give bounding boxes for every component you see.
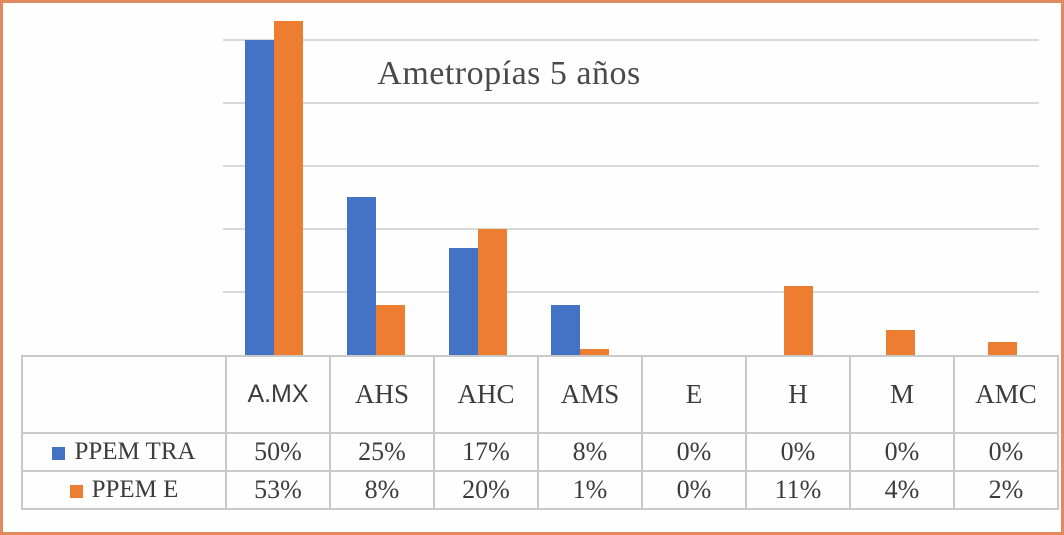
bar-group-A.MX <box>223 5 325 355</box>
bar-group-AHC <box>427 5 529 355</box>
chart-data-table: A.MX AHS AHC AMS E H M AMC PPEM TRA 50% 25% 17% 8% 0%… <box>21 355 1059 510</box>
category-header-AMS: AMS <box>537 355 643 434</box>
value-cell-ppem-e-AMS: 1% <box>537 470 643 510</box>
value-cell-ppem-tra-A.MX: 50% <box>225 432 331 472</box>
bar-ppem-e-H <box>784 286 813 355</box>
gridline-50pct <box>223 39 1039 41</box>
table-corner-blank-cell <box>21 355 227 434</box>
series-label: PPEM TRA <box>74 438 196 465</box>
category-header-row: A.MX AHS AHC AMS E H M AMC <box>21 355 1059 434</box>
value-cell-ppem-e-AMC: 2% <box>953 470 1059 510</box>
bar-groups <box>223 5 1039 355</box>
bar-ppem-e-M <box>886 330 915 355</box>
category-header-AMC: AMC <box>953 355 1059 434</box>
bar-ppem-e-AMS <box>580 349 609 355</box>
bar-ppem-e-AHS <box>376 305 405 355</box>
series-row-ppem-e: PPEM E 53% 8% 20% 1% 0% 11% 4% 2% <box>21 470 1059 510</box>
bar-ppem-tra-AHS <box>347 197 376 355</box>
series-row-ppem-tra: PPEM TRA 50% 25% 17% 8% 0% 0% 0% 0% <box>21 432 1059 472</box>
legend-swatch-orange <box>69 485 83 498</box>
value-cell-ppem-tra-H: 0% <box>745 432 851 472</box>
bar-ppem-e-A.MX <box>274 21 303 355</box>
value-cell-ppem-tra-AHC: 17% <box>433 432 539 472</box>
bar-group-M <box>835 5 937 355</box>
category-header-H: H <box>745 355 851 434</box>
gridline-20pct <box>223 228 1039 230</box>
bar-group-H <box>733 5 835 355</box>
gridline-40pct <box>223 102 1039 104</box>
legend-cell-ppem-tra: PPEM TRA <box>21 432 227 472</box>
value-cell-ppem-e-E: 0% <box>641 470 747 510</box>
value-cell-ppem-tra-AMC: 0% <box>953 432 1059 472</box>
chart-title: Ametropías 5 años <box>377 55 641 92</box>
bar-group-AMC <box>937 5 1039 355</box>
bar-ppem-tra-AHC <box>449 248 478 355</box>
series-label: PPEM E <box>91 476 179 503</box>
value-cell-ppem-e-M: 4% <box>849 470 955 510</box>
value-cell-ppem-tra-AHS: 25% <box>329 432 435 472</box>
bar-group-AMS <box>529 5 631 355</box>
bar-ppem-e-AHC <box>478 229 507 355</box>
value-cell-ppem-e-H: 11% <box>745 470 851 510</box>
category-header-A.MX: A.MX <box>225 355 331 434</box>
value-cell-ppem-tra-E: 0% <box>641 432 747 472</box>
plot-area: Ametropías 5 años <box>223 5 1039 355</box>
value-cell-ppem-tra-AMS: 8% <box>537 432 643 472</box>
gridline-30pct <box>223 165 1039 167</box>
value-cell-ppem-e-AHS: 8% <box>329 470 435 510</box>
category-header-AHC: AHC <box>433 355 539 434</box>
category-header-M: M <box>849 355 955 434</box>
bar-ppem-tra-AMS <box>551 305 580 355</box>
value-cell-ppem-e-AHC: 20% <box>433 470 539 510</box>
category-header-AHS: AHS <box>329 355 435 434</box>
value-cell-ppem-tra-M: 0% <box>849 432 955 472</box>
bar-ppem-e-AMC <box>988 342 1017 355</box>
legend-swatch-blue <box>52 447 66 460</box>
bar-ppem-tra-A.MX <box>245 40 274 355</box>
legend-cell-ppem-e: PPEM E <box>21 470 227 510</box>
category-header-E: E <box>641 355 747 434</box>
gridline-10pct <box>223 291 1039 293</box>
value-cell-ppem-e-A.MX: 53% <box>225 470 331 510</box>
bar-group-AHS <box>325 5 427 355</box>
